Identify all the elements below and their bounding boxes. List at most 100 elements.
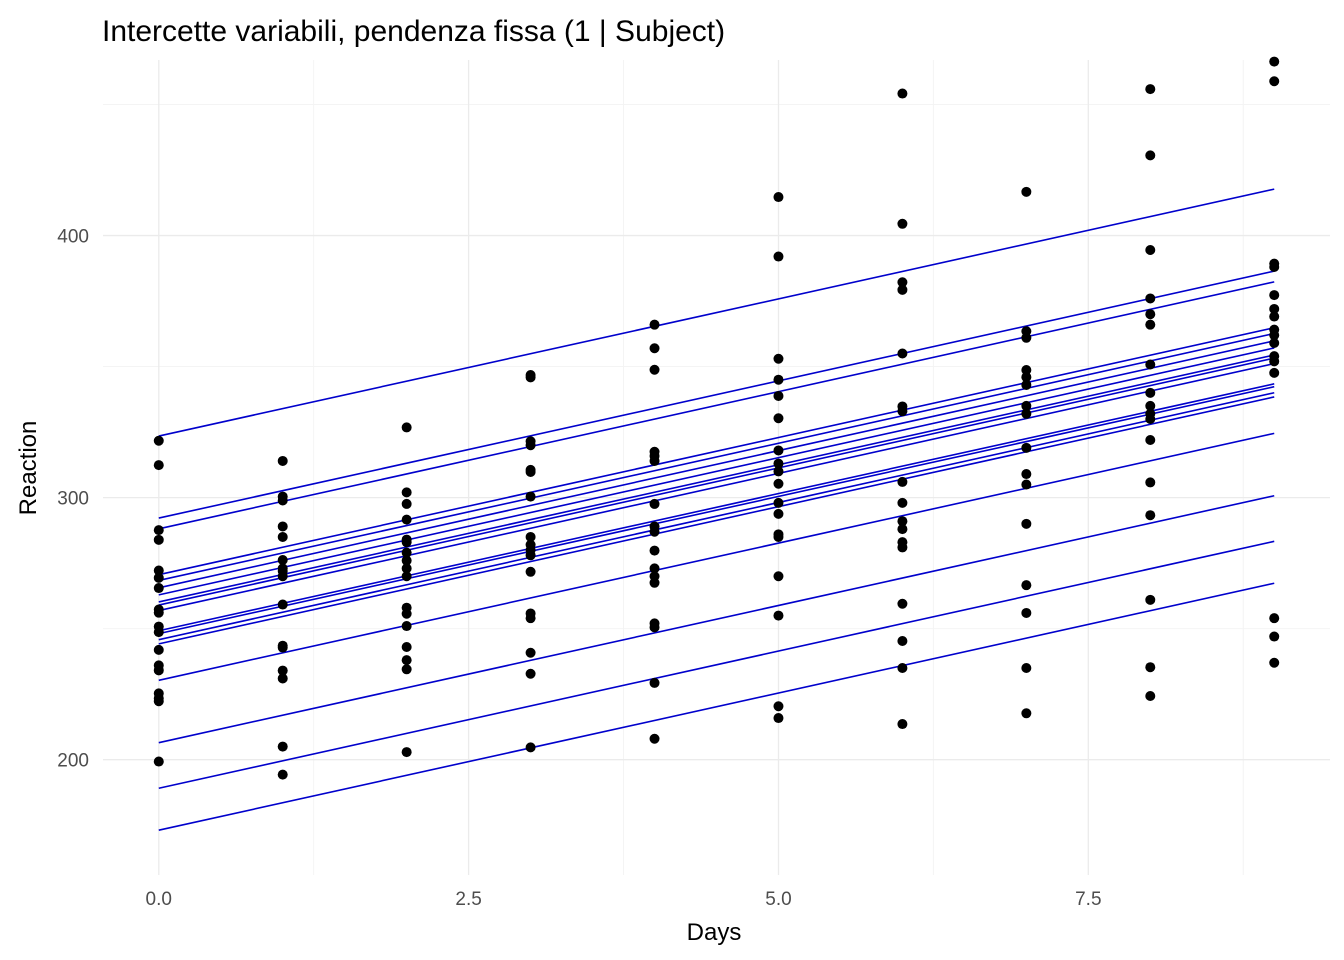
data-point (649, 455, 660, 466)
data-point (153, 583, 164, 594)
data-point (1021, 469, 1032, 480)
data-point (1145, 662, 1156, 673)
data-point (1021, 379, 1032, 390)
data-point (1145, 400, 1156, 411)
data-point (277, 599, 288, 610)
data-point (773, 374, 784, 385)
data-point (773, 713, 784, 724)
data-point (525, 531, 536, 542)
data-point (649, 343, 660, 354)
data-point (1145, 510, 1156, 521)
data-point (153, 460, 164, 471)
y-axis-ticks: 200 300 400 (57, 227, 89, 772)
data-point (1145, 84, 1156, 95)
data-point (897, 406, 908, 417)
data-point (277, 642, 288, 653)
data-point (897, 218, 908, 229)
data-point (1021, 332, 1032, 343)
data-point (277, 665, 288, 676)
data-point (1145, 477, 1156, 488)
data-point (1269, 76, 1280, 87)
data-point (1021, 400, 1032, 411)
data-point (277, 673, 288, 684)
data-points (153, 56, 1280, 780)
data-point (1021, 186, 1032, 197)
subject-fit-line (158, 270, 1275, 519)
data-point (401, 608, 412, 619)
data-point (153, 627, 164, 638)
data-point (525, 440, 536, 451)
data-point (897, 516, 908, 527)
data-point (153, 435, 164, 446)
data-point (773, 508, 784, 519)
data-point (277, 571, 288, 582)
data-point (1269, 303, 1280, 314)
data-point (1269, 311, 1280, 322)
data-point (153, 607, 164, 618)
data-point (773, 531, 784, 542)
data-point (649, 319, 660, 330)
data-point (401, 563, 412, 574)
data-point (1021, 365, 1032, 376)
y-tick-label: 400 (57, 227, 89, 248)
data-point (773, 701, 784, 712)
data-point (1269, 56, 1280, 67)
data-point (897, 88, 908, 99)
data-point (897, 277, 908, 288)
data-point (1021, 408, 1032, 419)
data-point (277, 741, 288, 752)
data-point (1145, 691, 1156, 702)
subject-fit-line (158, 432, 1275, 682)
subject-fit-line (158, 494, 1275, 744)
data-point (1269, 338, 1280, 349)
x-tick-label: 5.0 (765, 889, 791, 910)
data-point (401, 537, 412, 548)
data-point (525, 491, 536, 502)
data-point (525, 372, 536, 383)
data-point (773, 466, 784, 477)
data-point (401, 547, 412, 558)
data-point (401, 514, 412, 525)
data-point (773, 251, 784, 262)
data-point (1021, 607, 1032, 618)
x-tick-label: 0.0 (146, 889, 172, 910)
fit-lines (158, 188, 1275, 831)
chart-title: Intercette variabili, pendenza fissa (1 … (102, 15, 725, 48)
subject-fit-line (158, 357, 1275, 606)
data-point (773, 413, 784, 424)
plot-grid (103, 60, 1330, 875)
data-point (1145, 359, 1156, 370)
data-point (649, 622, 660, 633)
data-point (401, 555, 412, 566)
data-point (897, 497, 908, 508)
data-point (153, 534, 164, 545)
data-point (525, 742, 536, 753)
data-point (1145, 309, 1156, 320)
data-point (897, 662, 908, 673)
data-point (773, 610, 784, 621)
subject-fit-line (158, 383, 1275, 632)
data-point (1021, 580, 1032, 591)
data-point (153, 756, 164, 767)
data-point (897, 524, 908, 535)
data-point (649, 526, 660, 537)
data-point (1145, 434, 1156, 445)
data-point (649, 733, 660, 744)
subject-fit-line (158, 340, 1275, 589)
data-point (1145, 387, 1156, 398)
data-point (897, 476, 908, 487)
data-point (153, 572, 164, 583)
data-point (773, 497, 784, 508)
data-point (897, 719, 908, 730)
data-point (525, 647, 536, 658)
data-point (1021, 479, 1032, 490)
data-point (1145, 414, 1156, 425)
data-point (1269, 657, 1280, 668)
data-point (277, 495, 288, 506)
subject-fit-line (158, 362, 1275, 612)
data-point (649, 677, 660, 688)
data-point (277, 455, 288, 466)
data-point (1269, 290, 1280, 301)
data-point (277, 769, 288, 780)
data-point (897, 284, 908, 295)
